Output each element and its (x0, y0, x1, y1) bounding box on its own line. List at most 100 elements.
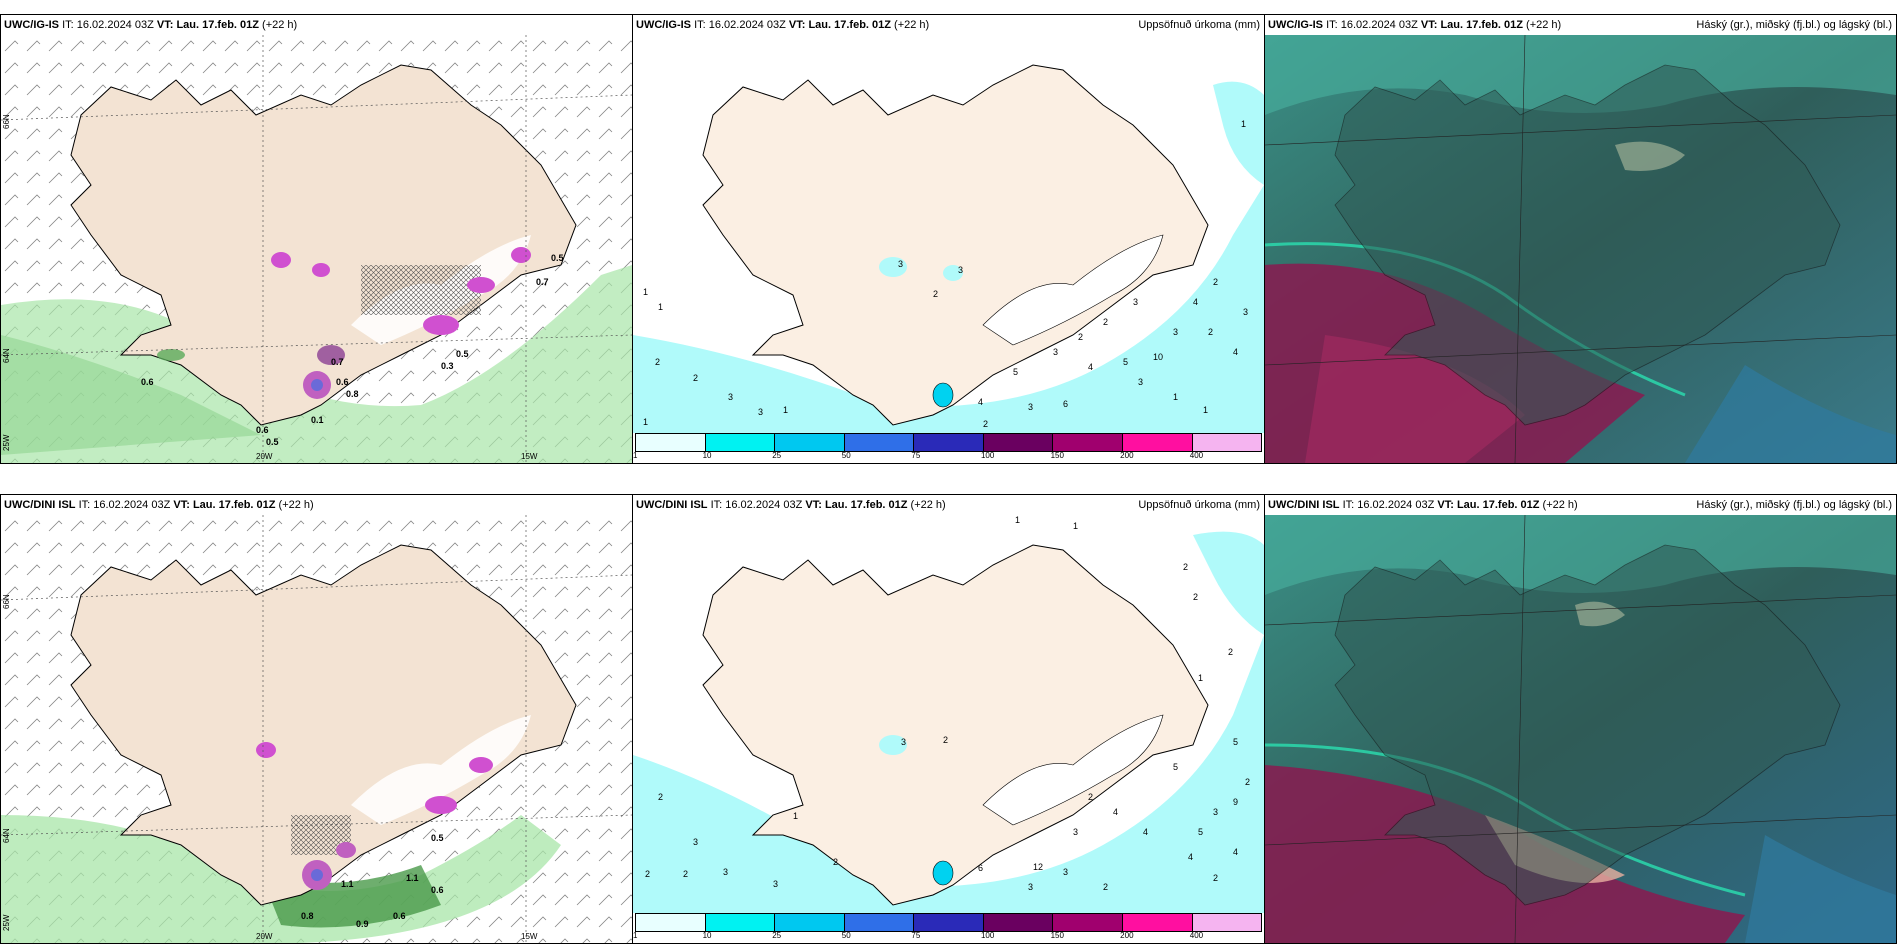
it-label: IT: (78, 499, 91, 511)
legend-swatch (775, 434, 845, 451)
value-label: 0.1 (311, 415, 324, 425)
legend-ticks: 1 10 25 50 75 100 150 200 400 (633, 451, 1262, 463)
value-label: 0.5 (431, 833, 444, 843)
value-label: 2 (683, 869, 688, 879)
panel-title: Uppsöfnuð úrkoma (mm) (1138, 19, 1260, 31)
vt-time: Lau. 17.feb. 01Z (824, 499, 908, 511)
value-label: 3 (1073, 827, 1078, 837)
value-label: 2 (983, 419, 988, 429)
lead-time: (+22 h) (278, 499, 314, 511)
value-label: 5 (1173, 762, 1178, 772)
panel-top-left-wind: UWC/IG-IS IT: 16.02.2024 03Z VT: Lau. 17… (0, 14, 633, 464)
value-label: 3 (1133, 297, 1138, 307)
legend-swatch (1053, 914, 1123, 931)
value-label: 0.5 (266, 437, 279, 447)
it-label: IT: (710, 499, 723, 511)
value-label: 0.8 (301, 911, 314, 921)
panel-top-middle-precip: UWC/IG-IS IT: 16.02.2024 03Z VT: Lau. 17… (632, 14, 1265, 464)
lead-time: (+22 h) (910, 499, 946, 511)
value-label: 1 (783, 405, 788, 415)
lon-20-label: 20W (256, 932, 273, 941)
value-label: 3 (723, 867, 728, 877)
value-label: 3 (1213, 807, 1218, 817)
precip-map: 1 1 2 3 3 2 3 2 1 3 2 2 3 4 5 4 3 2 5 3 … (633, 515, 1264, 913)
value-label: 4 (1113, 807, 1118, 817)
value-label: 2 (1103, 317, 1108, 327)
panel-bottom-right-clouds: UWC/DINI ISL IT: 16.02.2024 03Z VT: Lau.… (1264, 494, 1897, 944)
value-label: 3 (1173, 327, 1178, 337)
legend-tick: 400 (1189, 931, 1204, 940)
value-label: 3 (1028, 882, 1033, 892)
value-label: 9 (1233, 797, 1238, 807)
cloud-map (1265, 515, 1896, 943)
value-label: 3 (693, 837, 698, 847)
panel-header: UWC/IG-IS IT: 16.02.2024 03Z VT: Lau. 17… (1, 15, 632, 35)
precip-map: 1 1 2 3 3 3 2 1 1 3 2 3 4 5 3 2 2 3 4 6 … (633, 35, 1264, 433)
panel-header: UWC/DINI ISL IT: 16.02.2024 03Z VT: Lau.… (1, 495, 632, 515)
value-label: 4 (978, 397, 983, 407)
value-label: 4 (1233, 847, 1238, 857)
model-name: UWC/IG-IS (4, 19, 59, 31)
value-label: 12 (1033, 862, 1043, 872)
value-label: 2 (645, 869, 650, 879)
legend-swatch (1053, 434, 1123, 451)
legend-tick: 150 (1050, 451, 1064, 460)
value-label: 4 (1088, 362, 1093, 372)
value-label: 3 (1063, 867, 1068, 877)
value-label: 1 (658, 302, 663, 312)
vt-label: VT: (173, 499, 190, 511)
lon-20-label: 20W (256, 452, 273, 461)
it-time: 16.02.2024 03Z (76, 19, 154, 31)
legend-swatch (705, 434, 776, 451)
value-label: 2 (1213, 873, 1218, 883)
value-label: 10 (1153, 352, 1163, 362)
lon-25-label: 25W (2, 914, 11, 931)
legend-tick: 75 (911, 451, 921, 460)
it-time: 16.02.2024 03Z (1340, 19, 1418, 31)
value-label: 2 (1208, 327, 1213, 337)
value-label: 2 (1245, 777, 1250, 787)
vt-label: VT: (788, 19, 806, 31)
value-label: 3 (958, 265, 963, 275)
value-label: 3 (1243, 307, 1248, 317)
vt-time: Lau. 17.feb. 01Z (1440, 19, 1523, 31)
panel-title: Háský (gr.), miðský (fj.bl.) og lágský (… (1696, 19, 1892, 31)
value-label: 0.5 (551, 253, 564, 263)
panel-header: UWC/IG-IS IT: 16.02.2024 03Z VT: Lau. 17… (633, 15, 1264, 35)
legend-tick: 50 (841, 451, 851, 460)
vt-label: VT: (1420, 19, 1438, 31)
value-label: 1.1 (406, 873, 419, 883)
value-label: 3 (898, 259, 903, 269)
value-label: 5 (1123, 357, 1128, 367)
value-label: 2 (658, 792, 663, 802)
legend-swatch (1192, 914, 1262, 931)
value-label: 0.6 (431, 885, 444, 895)
panel-bottom-middle-precip: UWC/DINI ISL IT: 16.02.2024 03Z VT: Lau.… (632, 494, 1265, 944)
it-time: 16.02.2024 03Z (725, 499, 803, 511)
it-label: IT: (62, 19, 74, 31)
vt-label: VT: (156, 19, 174, 31)
legend-swatch (1122, 434, 1193, 451)
value-label: 3 (1028, 402, 1033, 412)
lead-time: (+22 h) (1542, 499, 1578, 511)
panel-header: UWC/DINI ISL IT: 16.02.2024 03Z VT: Lau.… (633, 495, 1264, 515)
legend-swatch (983, 434, 1054, 451)
it-label: IT: (1326, 19, 1338, 31)
value-label: 2 (655, 357, 660, 367)
vt-label: VT: (1437, 499, 1454, 511)
model-name: UWC/IG-IS (636, 19, 691, 31)
it-time: 16.02.2024 03Z (93, 499, 171, 511)
legend-tick: 100 (980, 451, 995, 460)
value-label: 4 (1143, 827, 1148, 837)
value-label: 5 (1198, 827, 1203, 837)
legend-tick: 150 (1050, 931, 1064, 940)
value-label: 2 (833, 857, 838, 867)
legend-swatch (914, 434, 984, 451)
value-label: 0.7 (536, 277, 549, 287)
value-label: 1 (1015, 515, 1020, 525)
precip-legend: 1 10 25 50 75 100 150 200 400 (633, 913, 1264, 943)
vt-time: Lau. 17.feb. 01Z (808, 19, 891, 31)
value-label: 0.5 (456, 349, 469, 359)
value-label: 0.3 (441, 361, 454, 371)
vt-label: VT: (805, 499, 822, 511)
